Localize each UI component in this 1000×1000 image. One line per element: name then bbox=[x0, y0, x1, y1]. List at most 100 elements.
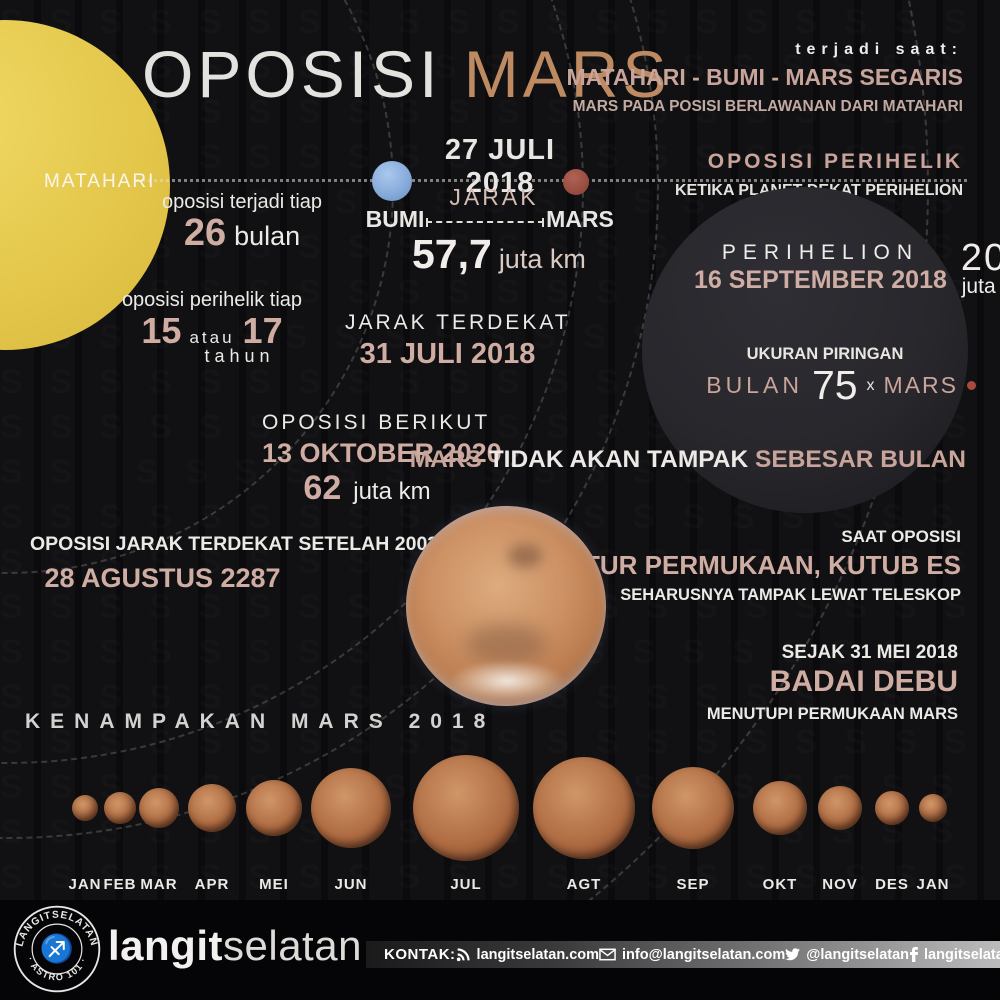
contact-bar: KONTAK: langitselatan.com info@langitsela… bbox=[366, 941, 1000, 968]
contact-rss[interactable]: langitselatan.com bbox=[456, 947, 599, 963]
mars-month-jan bbox=[919, 794, 947, 822]
note-pre: MARS bbox=[409, 446, 489, 473]
langitselatan-logo: LANGITSELATAN · ASTRO 101 · ♐ bbox=[13, 905, 101, 993]
record-date: 28 AGUSTUS 2287 bbox=[44, 563, 281, 593]
facebook-icon bbox=[909, 947, 919, 962]
next-opposition-value: 62 bbox=[303, 469, 342, 507]
telescope-line1: SAAT OPOSISI bbox=[841, 527, 961, 546]
contact-twitter[interactable]: @langitselatan bbox=[785, 947, 909, 963]
mars-polar-cap bbox=[448, 660, 566, 702]
mars-month-jul bbox=[413, 755, 519, 861]
closest-heading: JARAK TERDEKAT bbox=[345, 311, 571, 334]
mars-label: MARS bbox=[546, 206, 614, 232]
next-opposition-date: 13 OKTOBER 2020 bbox=[262, 438, 502, 468]
perihelic-frequency-block: oposisi perihelik tiap 15 atau 17 tahun bbox=[107, 289, 317, 367]
note-bold: TIDAK AKAN TAMPAK bbox=[488, 446, 749, 473]
alignment-text: MATAHARI - BUMI - MARS SEGARIS bbox=[566, 64, 963, 90]
perihelion-date: 16 SEPTEMBER 2018 bbox=[694, 266, 947, 294]
alignment-dotted-line bbox=[136, 179, 967, 182]
title-oposisi: OPOSISI bbox=[142, 37, 442, 111]
mars-month-apr bbox=[188, 784, 236, 832]
contact-text: @langitselatan bbox=[806, 946, 910, 963]
size-note: MARS TIDAK AKAN TAMPAK SEBESAR BULAN bbox=[410, 446, 966, 474]
contact-text: info@langitselatan.com bbox=[622, 946, 786, 963]
frequency-label: oposisi terjadi tiap bbox=[161, 191, 323, 213]
contact-email[interactable]: info@langitselatan.com bbox=[599, 947, 785, 963]
record-opposition-block: OPOSISI JARAK TERDEKAT SETELAH 2003 28 A… bbox=[30, 533, 439, 594]
moon-mars-ratio-row: BULAN 75 x MARS bbox=[706, 362, 976, 409]
earth-label: BUMI bbox=[365, 206, 425, 232]
mars-month-okt bbox=[753, 781, 807, 835]
mars-month-des bbox=[875, 791, 909, 825]
dust-line2: BADAI DEBU bbox=[769, 665, 958, 698]
twitter-icon bbox=[785, 948, 800, 961]
perihelic-value-2: 17 bbox=[242, 310, 283, 351]
distance-unit: juta km bbox=[498, 244, 586, 274]
mars-dark-spot bbox=[508, 544, 542, 568]
mars-month-nov bbox=[818, 786, 862, 830]
earth-circle bbox=[372, 161, 412, 201]
mars-size-dot bbox=[967, 381, 976, 390]
mars-month-jun bbox=[311, 768, 391, 848]
moon-disc-circle bbox=[642, 187, 968, 513]
month-label: DES bbox=[875, 876, 909, 893]
month-label: MAR bbox=[140, 876, 178, 893]
telescope-line3: SEHARUSNYA TAMPAK LEWAT TELESKOP bbox=[620, 586, 961, 604]
month-label: JAN bbox=[916, 876, 950, 893]
mars-month-mar bbox=[139, 788, 179, 828]
brand-bold: langit bbox=[108, 922, 223, 969]
contact-text: langitselatan bbox=[924, 946, 1000, 963]
contact-text: langitselatan.com bbox=[476, 946, 600, 963]
mars-month-feb bbox=[104, 792, 136, 824]
month-label: JUL bbox=[450, 876, 482, 893]
page-title: OPOSISI MARS bbox=[142, 36, 670, 112]
archer-icon: ♐ bbox=[40, 932, 74, 965]
perihelic-conjunction: atau bbox=[189, 328, 235, 347]
alignment-subtext: MARS PADA POSISI BERLAWANAN DARI MATAHAR… bbox=[572, 98, 963, 115]
perihelic-heading: OPOSISI PERIHELIK bbox=[707, 150, 963, 173]
sun-label: MATAHARI bbox=[44, 171, 156, 192]
moon-word: BULAN bbox=[706, 372, 803, 398]
brand-wordmark: langitselatan bbox=[108, 922, 362, 970]
telescope-line2: FITUR PERMUKAAN, KUTUB ES bbox=[560, 550, 961, 580]
next-opposition-heading: OPOSISI BERIKUT bbox=[262, 411, 491, 434]
opposition-frequency-block: oposisi terjadi tiap 26 bulan bbox=[137, 191, 347, 254]
month-label: NOV bbox=[822, 876, 858, 893]
mars-month-mei bbox=[246, 780, 302, 836]
closest-date: 31 JULI 2018 bbox=[359, 338, 536, 370]
dust-storm-block: SEJAK 31 MEI 2018 BADAI DEBU MENUTUPI PE… bbox=[707, 642, 958, 724]
month-label: APR bbox=[194, 876, 230, 893]
mars-word: MARS bbox=[883, 372, 958, 398]
contact-label: KONTAK: bbox=[384, 946, 456, 963]
perihelic-value-1: 15 bbox=[141, 310, 182, 351]
perihelic-unit: tahun bbox=[204, 345, 275, 366]
month-label: JUN bbox=[334, 876, 368, 893]
mars-month-jan bbox=[72, 795, 98, 821]
mars-photo bbox=[406, 506, 606, 706]
perihelion-block: PERIHELION 16 SEPTEMBER 2018 207 juta km bbox=[694, 239, 1000, 299]
month-label: JAN bbox=[68, 876, 102, 893]
mars-month-sep bbox=[652, 767, 734, 849]
month-label: MEI bbox=[259, 876, 289, 893]
month-label: OKT bbox=[762, 876, 798, 893]
telescope-block: SAAT OPOSISI FITUR PERMUKAAN, KUTUB ES S… bbox=[561, 527, 961, 605]
brand-light: selatan bbox=[223, 922, 362, 969]
record-heading: OPOSISI JARAK TERDEKAT SETELAH 2003 bbox=[30, 533, 439, 555]
perihelion-distance-unit: juta km bbox=[961, 275, 1000, 299]
perihelic-frequency-label: oposisi perihelik tiap bbox=[121, 289, 303, 311]
month-label: SEP bbox=[676, 876, 710, 893]
dust-line1: SEJAK 31 MEI 2018 bbox=[781, 642, 958, 663]
mars-month-agt bbox=[533, 757, 635, 859]
dust-line3: MENUTUPI PERMUKAAN MARS bbox=[706, 705, 958, 723]
note-post: SEBESAR BULAN bbox=[748, 446, 966, 473]
title-mars: MARS bbox=[463, 37, 671, 111]
occurs-when-label: terjadi saat: bbox=[795, 41, 963, 58]
next-opposition-block: OPOSISI BERIKUT 13 OKTOBER 2020 62 juta … bbox=[262, 411, 502, 507]
appearance-heading: KENAMPAKAN MARS 2018 bbox=[25, 710, 496, 733]
distance-value-row: 57,7 juta km bbox=[412, 231, 586, 278]
frequency-value: 26 bbox=[183, 212, 227, 254]
month-label: FEB bbox=[103, 876, 137, 893]
footer: LANGITSELATAN · ASTRO 101 · ♐ langitsela… bbox=[0, 900, 1000, 1000]
contact-facebook[interactable]: langitselatan bbox=[909, 947, 1000, 963]
perihelion-label: PERIHELION bbox=[721, 241, 920, 264]
